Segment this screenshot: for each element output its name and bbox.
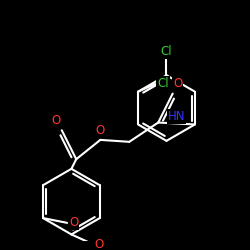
Text: O: O	[69, 216, 78, 229]
Text: Cl: Cl	[161, 45, 172, 58]
Text: O: O	[173, 78, 182, 90]
Text: O: O	[95, 238, 104, 250]
Text: HN: HN	[168, 110, 185, 123]
Text: O: O	[51, 114, 60, 127]
Text: O: O	[96, 124, 105, 137]
Text: Cl: Cl	[157, 78, 169, 90]
